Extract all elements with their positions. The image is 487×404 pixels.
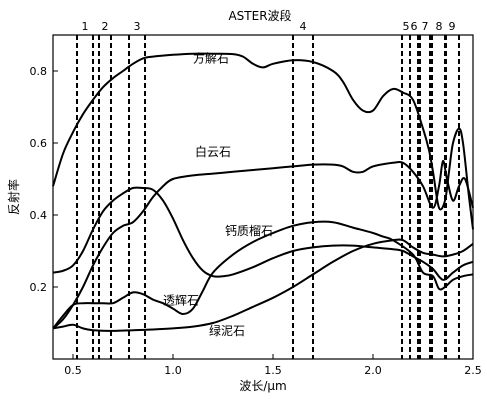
band-number-label: 2 bbox=[102, 20, 109, 33]
y-tick-label: 0.2 bbox=[30, 281, 48, 294]
series-label: 钙质榴石 bbox=[225, 224, 273, 238]
band-number-label: 8 bbox=[436, 20, 443, 33]
x-tick-label: 2.5 bbox=[464, 364, 482, 377]
series-label: 白云石 bbox=[195, 144, 231, 159]
x-tick-label: 1.0 bbox=[164, 364, 182, 377]
series-label: 方解石 bbox=[193, 50, 229, 65]
band-number-label: 3 bbox=[134, 20, 141, 33]
band-number-label: 1 bbox=[82, 20, 89, 33]
y-axis-title: 反射率 bbox=[6, 179, 21, 215]
x-tick-label: 2.0 bbox=[364, 364, 382, 377]
x-axis: 0.5 1.0 1.5 2.0 2.5 bbox=[64, 354, 482, 377]
chart-title: ASTER波段 bbox=[228, 8, 291, 23]
series-line bbox=[52, 159, 474, 330]
x-tick-label: 1.5 bbox=[264, 364, 282, 377]
y-tick-label: 0.6 bbox=[30, 137, 48, 150]
series-label: 绿泥石 bbox=[209, 323, 245, 338]
series-line bbox=[52, 220, 474, 330]
band-number-label: 5 bbox=[403, 20, 410, 33]
plot-frame bbox=[52, 34, 474, 360]
x-axis-title: 波长/μm bbox=[239, 379, 286, 393]
series-line bbox=[52, 238, 474, 332]
x-tick-label: 0.5 bbox=[64, 364, 82, 377]
band-number-label: 7 bbox=[422, 20, 429, 33]
y-tick-label: 0.8 bbox=[30, 65, 48, 78]
band-number-label: 9 bbox=[449, 20, 456, 33]
spectral-curves bbox=[52, 52, 474, 332]
band-number-label: 4 bbox=[300, 20, 307, 33]
series-line bbox=[52, 52, 474, 230]
series-label: 透辉石 bbox=[163, 294, 199, 308]
y-axis: 0.2 0.4 0.6 0.8 bbox=[30, 65, 58, 294]
y-tick-label: 0.4 bbox=[30, 209, 48, 222]
band-number-label: 6 bbox=[411, 20, 418, 33]
